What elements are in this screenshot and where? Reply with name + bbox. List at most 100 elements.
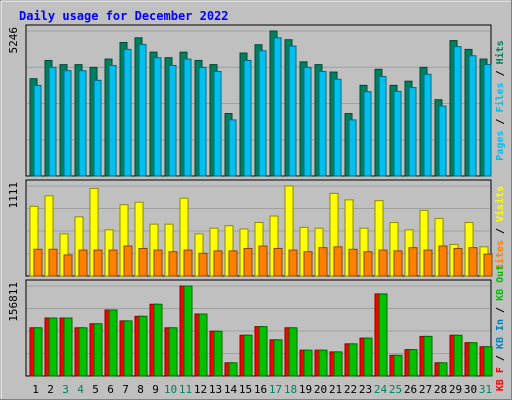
day-label: 7 (122, 383, 129, 396)
bar-kb-out (483, 346, 493, 377)
legend-entry: KB F (495, 367, 506, 391)
bar-kb-out (393, 354, 403, 377)
bar-files (393, 90, 402, 177)
bar-sites (33, 248, 43, 277)
bar-files (168, 64, 177, 177)
bar-sites (468, 247, 478, 277)
bar-files (123, 48, 132, 177)
bar-kb-out (243, 334, 253, 377)
day-label: 8 (137, 383, 144, 396)
bar-files (363, 91, 372, 177)
day-label: 14 (224, 383, 238, 396)
bar-files (33, 84, 42, 177)
day-label: 4 (77, 383, 84, 396)
bar-sites (318, 247, 328, 277)
bar-sites (453, 247, 463, 277)
day-label: 31 (479, 383, 492, 396)
chart-title: Daily usage for December 2022 (19, 9, 229, 23)
bar-files (138, 43, 147, 177)
bar-sites (213, 250, 223, 277)
bar-files (198, 66, 207, 177)
panel-series-legend: KB F / KB In / KB Out (495, 265, 506, 391)
bar-sites (168, 251, 178, 277)
bar-kb-out (333, 351, 343, 377)
bar-kb-out (153, 303, 163, 377)
bar-kb-out (168, 327, 178, 377)
bar-kb-out (348, 343, 358, 377)
bar-files (63, 70, 72, 177)
bar-kb-out (288, 327, 298, 377)
bar-sites (483, 253, 493, 277)
bar-sites (243, 247, 253, 277)
bar-sites (348, 248, 358, 277)
bar-kb-out (213, 330, 223, 377)
panel-ymax-label: 156811 (7, 282, 20, 322)
bar-sites (183, 249, 193, 277)
bar-kb-out (138, 315, 148, 377)
bar-kb-out (228, 362, 238, 377)
day-label: 17 (269, 383, 282, 396)
legend-entry: KB Out (495, 265, 506, 301)
day-label: 22 (344, 383, 357, 396)
bar-sites (78, 249, 88, 277)
bar-kb-out (93, 323, 103, 377)
bar-files (273, 37, 282, 177)
bar-sites (273, 247, 283, 277)
day-label: 29 (449, 383, 462, 396)
bar-sites (138, 247, 148, 277)
bar-sites (93, 249, 103, 277)
bar-sites (363, 251, 373, 277)
day-label: 3 (62, 383, 69, 396)
day-label: 9 (152, 383, 159, 396)
bar-sites (408, 247, 418, 277)
day-label: 10 (164, 383, 177, 396)
legend-separator: / (495, 349, 506, 367)
bar-sites (63, 254, 73, 277)
bar-sites (258, 245, 268, 277)
bar-kb-out (198, 313, 208, 377)
legend-separator: / (495, 222, 506, 240)
day-label: 13 (209, 383, 222, 396)
legend-separator: / (495, 64, 506, 82)
bar-files (228, 119, 237, 177)
bar-kb-out (78, 327, 88, 377)
day-label: 21 (329, 383, 342, 396)
bar-files (483, 64, 492, 177)
day-label: 6 (107, 383, 114, 396)
bar-sites (228, 250, 238, 277)
bar-files (348, 119, 357, 177)
bar-files (213, 71, 222, 177)
bar-kb-out (63, 317, 73, 377)
bar-sites (288, 249, 298, 277)
day-label: 15 (239, 383, 252, 396)
bar-kb-out (408, 349, 418, 377)
panel-traffic: 156811 KB F / KB In / KB Out (7, 265, 506, 391)
legend-entry: Files (494, 82, 506, 112)
panel-series-legend: Sites / Visits (494, 186, 506, 270)
legend-entry: Hits (494, 40, 506, 64)
day-label: 11 (179, 383, 192, 396)
bar-files (453, 46, 462, 177)
bar-sites (333, 246, 343, 277)
bar-kb-out (108, 309, 118, 377)
day-label: 25 (389, 383, 402, 396)
day-label: 2 (47, 383, 54, 396)
day-label: 18 (284, 383, 297, 396)
bar-files (93, 79, 102, 177)
bar-files (108, 64, 117, 177)
bar-kb-out (183, 285, 193, 377)
bar-kb-out (468, 342, 478, 377)
bar-kb-out (303, 349, 313, 377)
panel-visits-sites: 1111 Sites / Visits (7, 179, 506, 277)
chart-panels: 5246 Pages / Files / Hits 1111 Sites / Visi… (7, 24, 506, 391)
bar-sites (153, 249, 163, 277)
bar-kb-out (363, 337, 373, 377)
bar-kb-out (453, 334, 463, 377)
bar-files (423, 73, 432, 177)
panel-hits-files-pages: 5246 Pages / Files / Hits (7, 24, 506, 177)
bar-kb-out (273, 339, 283, 377)
panel-series-legend: Pages / Files / Hits (494, 40, 506, 160)
day-label: 1 (32, 383, 39, 396)
bar-sites (423, 249, 433, 277)
